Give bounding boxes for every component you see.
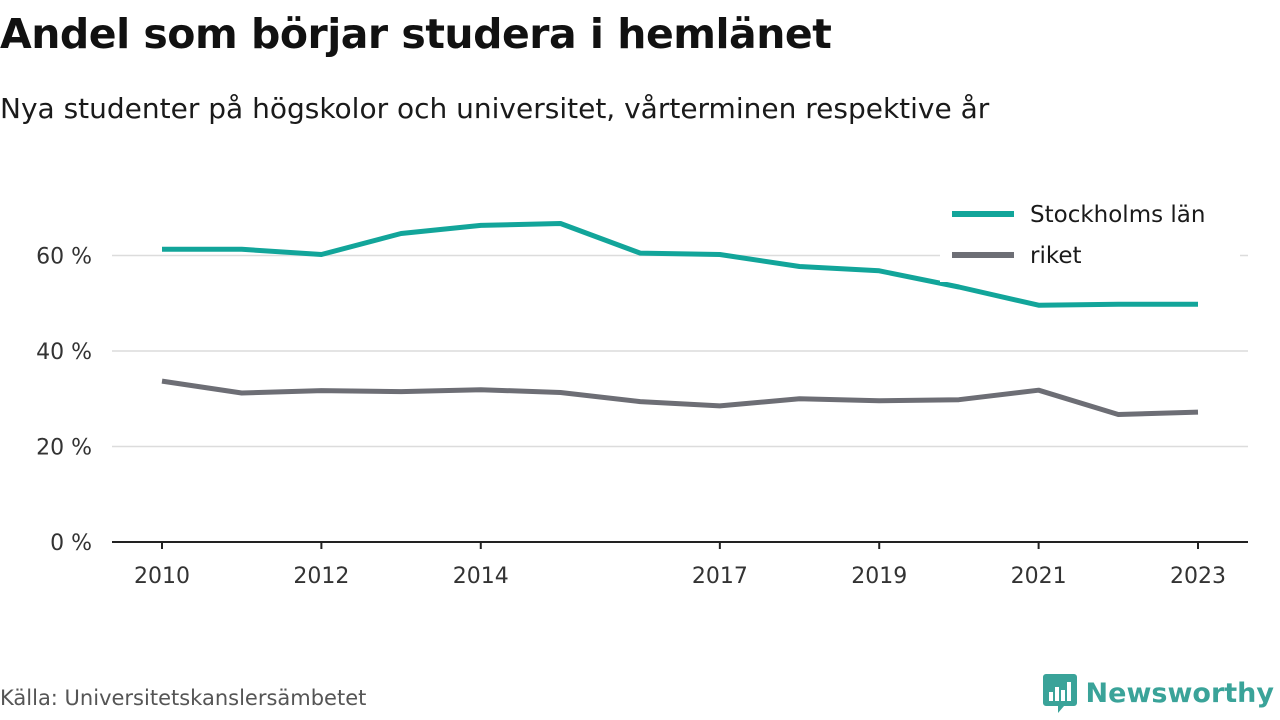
y-tick-label: 20 %	[36, 436, 92, 461]
x-tick-label: 2014	[453, 564, 509, 589]
x-tick-label: 2017	[692, 564, 748, 589]
bar-chart-logo-icon	[1042, 674, 1077, 713]
legend-label: riket	[1030, 243, 1082, 269]
x-tick-label: 2023	[1170, 564, 1226, 589]
x-axis	[112, 541, 1248, 549]
series-line-stockholms-lan	[162, 221, 1198, 308]
y-axis-tick-labels: 0 % 20 % 40 % 60 %	[36, 245, 92, 557]
legend-background	[940, 190, 1240, 282]
x-tick-label: 2012	[293, 564, 349, 589]
brand-name: Newsworthy	[1085, 677, 1274, 709]
x-tick-label: 2010	[134, 564, 190, 589]
grid-lines	[112, 254, 1248, 448]
chart-title: Andel som börjar studera i hemlänet	[0, 10, 832, 58]
x-tick-label: 2019	[851, 564, 907, 589]
series-lines	[161, 221, 1199, 417]
chart-subtitle: Nya studenter på högskolor och universit…	[0, 92, 990, 125]
x-axis-tick-labels: 2010 2012 2014 2017 2019 2021 2023	[134, 564, 1226, 589]
brand-logo[interactable]: Newsworthy	[1042, 672, 1274, 714]
legend: Stockholms län riket	[940, 190, 1240, 282]
source-note: Källa: Universitetskanslersämbetet	[0, 686, 367, 710]
legend-label: Stockholms län	[1030, 202, 1205, 228]
line-chart: 0 % 20 % 40 % 60 % 2010 2012 2014 2017 2019 2021…	[36, 190, 1248, 589]
y-tick-label: 40 %	[36, 340, 92, 365]
y-tick-label: 0 %	[50, 531, 92, 556]
x-tick-label: 2021	[1011, 564, 1067, 589]
y-tick-label: 60 %	[36, 245, 92, 270]
series-line-riket	[161, 378, 1199, 417]
